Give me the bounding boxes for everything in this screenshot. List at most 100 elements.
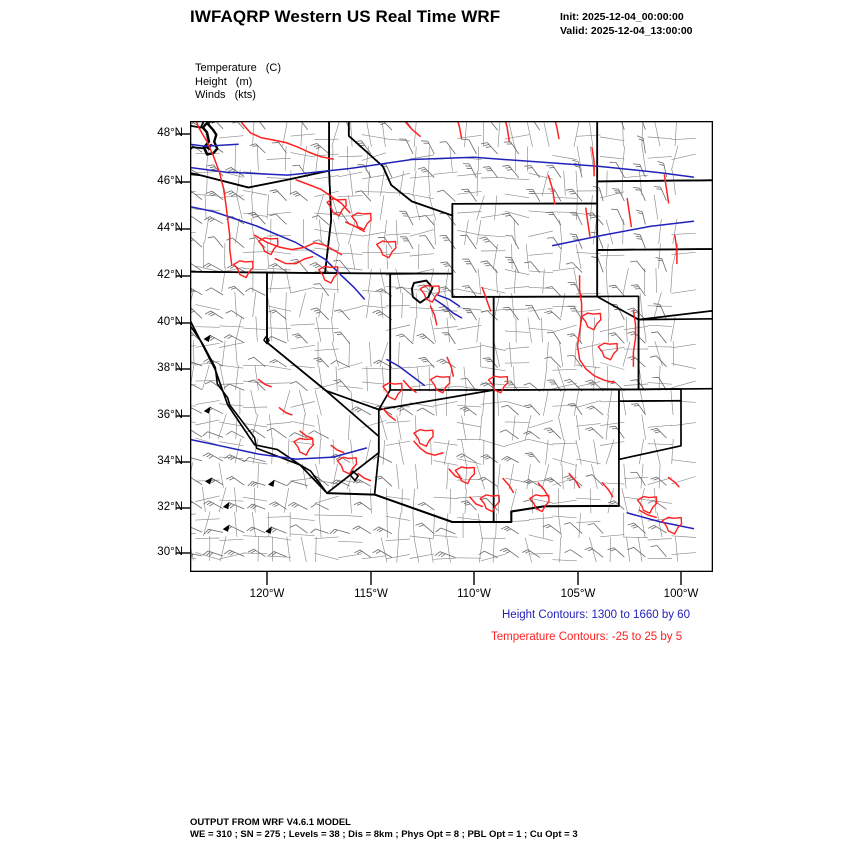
county-line — [445, 513, 449, 539]
lat-tick-label: 44°N — [157, 222, 183, 234]
wind-barb — [636, 135, 646, 154]
county-line — [195, 419, 220, 426]
wind-barb — [419, 215, 435, 226]
county-line — [270, 316, 273, 342]
wind-barb — [500, 525, 519, 535]
temperature-contour — [195, 121, 233, 267]
county-line — [457, 458, 482, 465]
county-line — [235, 365, 239, 391]
county-line — [409, 154, 434, 160]
county-line — [252, 291, 257, 318]
county-line — [575, 415, 580, 441]
wind-barb — [247, 379, 266, 391]
county-line — [331, 121, 340, 147]
wind-barb — [202, 431, 224, 438]
county-line — [195, 342, 220, 348]
temperature-contour — [278, 407, 293, 416]
footer-line-1: OUTPUT FROM WRF V4.6.1 MODEL — [190, 817, 351, 828]
county-line — [385, 192, 411, 194]
wind-barb — [190, 235, 203, 248]
county-line — [504, 193, 530, 199]
wind-barb — [258, 121, 266, 130]
variable-units: (kts) — [234, 89, 256, 101]
wind-barb — [268, 551, 287, 558]
county-line — [528, 420, 554, 429]
wind-barb — [286, 480, 308, 487]
county-line — [242, 268, 268, 271]
height-contour — [190, 205, 343, 277]
temperature-contour — [446, 356, 455, 377]
county-line — [497, 464, 501, 490]
county-line — [219, 342, 244, 348]
county-line — [658, 218, 662, 245]
county-line — [638, 439, 644, 465]
wind-barb — [439, 286, 456, 297]
height-contour — [190, 143, 239, 147]
wind-barb — [203, 528, 224, 535]
county-line — [655, 267, 657, 293]
county-line — [647, 443, 673, 446]
wind-barb — [611, 188, 625, 202]
temperature-contour — [274, 255, 314, 265]
county-line — [433, 310, 458, 312]
lon-tick-label: 110°W — [457, 588, 491, 600]
county-line — [338, 553, 363, 559]
county-line — [561, 464, 564, 490]
county-line — [574, 341, 577, 367]
wind-barb — [439, 235, 456, 250]
county-line — [218, 487, 227, 513]
county-line — [457, 422, 482, 428]
temperature-contour-cell — [580, 312, 602, 331]
county-line — [314, 536, 339, 540]
wind-barb — [418, 356, 435, 368]
county-line — [504, 421, 530, 423]
county-line — [589, 146, 595, 172]
wind-barb — [586, 405, 604, 416]
county-line — [576, 146, 582, 172]
county-line — [368, 219, 372, 245]
wind-barb — [334, 309, 351, 321]
county-line — [314, 228, 339, 235]
temperature-contour — [601, 482, 614, 498]
wind-barb — [546, 332, 562, 345]
county-line — [671, 343, 696, 349]
county-line — [397, 512, 401, 539]
wind-barb — [544, 356, 562, 368]
wind-barb — [205, 190, 224, 201]
county-line — [338, 155, 363, 158]
county-line — [290, 344, 315, 350]
county-line — [671, 145, 679, 171]
county-line — [396, 537, 399, 563]
wind-barb — [502, 164, 520, 178]
wind-barb — [524, 452, 541, 463]
county-line — [202, 511, 211, 537]
wind-barb — [462, 139, 477, 155]
wind-barb — [190, 499, 203, 509]
county-line — [557, 366, 566, 392]
county-line — [257, 536, 260, 562]
county-line — [409, 364, 434, 369]
county-line — [206, 169, 208, 195]
wind-barb — [247, 356, 266, 368]
weather-map-plot[interactable] — [190, 121, 713, 572]
wind-barb — [190, 121, 203, 129]
county-line — [315, 145, 320, 171]
county-line — [266, 157, 292, 160]
county-line — [433, 326, 458, 330]
county-line — [350, 390, 354, 416]
county-line — [398, 439, 404, 465]
county-line — [543, 121, 550, 148]
wind-barb — [203, 358, 224, 367]
wind-barb — [330, 360, 350, 368]
wind-barb — [352, 525, 372, 535]
wind-barb — [504, 141, 520, 155]
county-line — [607, 390, 613, 416]
lon-tick-label: 120°W — [249, 588, 285, 600]
wind-barb — [565, 262, 583, 273]
county-line — [409, 229, 434, 237]
county-line — [347, 219, 356, 245]
county-line — [190, 345, 196, 347]
wind-barb — [190, 476, 203, 485]
wind-barb — [333, 379, 351, 392]
county-line — [576, 497, 601, 501]
